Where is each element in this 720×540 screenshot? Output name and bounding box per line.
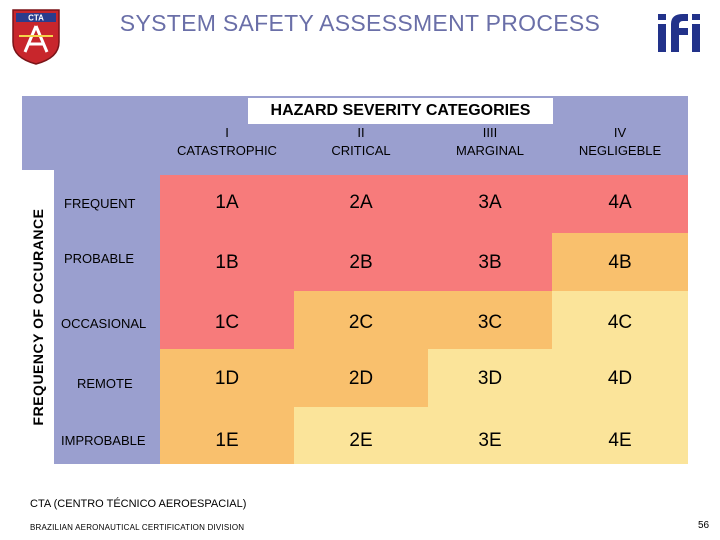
matrix-cell-2b: 2B xyxy=(294,233,428,291)
svg-text:CTA: CTA xyxy=(28,14,44,23)
column-name: CATASTROPHIC xyxy=(177,143,277,158)
footer-organization: CTA (CENTRO TÉCNICO AEROESPACIAL) xyxy=(30,498,247,510)
matrix-cell-4e: 4E xyxy=(552,407,688,464)
matrix-cell-2a: 2A xyxy=(294,175,428,233)
column-header-4: IV NEGLIGEBLE xyxy=(552,124,688,168)
frequency-label-text: FREQUENCY OF OCCURANCE xyxy=(30,208,46,426)
matrix-cell-3d: 3D xyxy=(428,349,552,407)
footer-division: BRAZILIAN AERONAUTICAL CERTIFICATION DIV… xyxy=(30,523,245,532)
column-header-2: II CRITICAL xyxy=(294,124,428,168)
column-name: CRITICAL xyxy=(331,143,391,158)
row-label-text: OCCASIONAL xyxy=(61,316,147,331)
matrix-cell-4c: 4C xyxy=(552,291,688,349)
matrix-cell-1d: 1D xyxy=(160,349,294,407)
ifi-logo xyxy=(658,14,700,52)
matrix-cell-1e: 1E xyxy=(160,407,294,464)
page-title: SYSTEM SAFETY ASSESSMENT PROCESS xyxy=(119,10,601,36)
row-label-probable: PROBABLE xyxy=(58,233,160,291)
column-name: NEGLIGEBLE xyxy=(578,143,662,158)
column-number: IIII xyxy=(482,125,498,140)
row-label-improbable: IMPROBABLE xyxy=(58,407,160,464)
column-number: II xyxy=(357,125,365,140)
matrix-cell-2e: 2E xyxy=(294,407,428,464)
row-label-text: FREQUENT xyxy=(64,196,136,211)
row-label-text: REMOTE xyxy=(77,376,133,391)
row-label-text: IMPROBABLE xyxy=(61,433,146,448)
matrix-cell-4d: 4D xyxy=(552,349,688,407)
matrix-cell-3b: 3B xyxy=(428,233,552,291)
column-number: I xyxy=(225,125,229,140)
matrix-cell-3a: 3A xyxy=(428,175,552,233)
matrix-cell-4b: 4B xyxy=(552,233,688,291)
row-label-frequent: FREQUENT xyxy=(58,175,160,233)
matrix-cell-3e: 3E xyxy=(428,407,552,464)
matrix-cell-2d: 2D xyxy=(294,349,428,407)
frequency-axis-label: FREQUENCY OF OCCURANCE xyxy=(22,170,54,464)
matrix-cell-1b: 1B xyxy=(160,233,294,291)
column-header-1: I CATASTROPHIC xyxy=(160,124,294,168)
page-number: 56 xyxy=(698,520,710,531)
matrix-cell-4a: 4A xyxy=(552,175,688,233)
matrix-cell-1a: 1A xyxy=(160,175,294,233)
column-name: MARGINAL xyxy=(456,143,524,158)
row-label-remote: REMOTE xyxy=(58,349,160,407)
hazard-severity-header: HAZARD SEVERITY CATEGORIES xyxy=(248,98,553,124)
row-label-text: PROBABLE xyxy=(64,251,135,266)
matrix-cell-1c: 1C xyxy=(160,291,294,349)
matrix-cell-2c: 2C xyxy=(294,291,428,349)
cta-logo: CTA xyxy=(12,9,60,65)
column-header-3: IIII MARGINAL xyxy=(428,124,552,168)
column-number: IV xyxy=(613,125,627,140)
matrix-cell-3c: 3C xyxy=(428,291,552,349)
row-label-occasional: OCCASIONAL xyxy=(58,291,160,349)
